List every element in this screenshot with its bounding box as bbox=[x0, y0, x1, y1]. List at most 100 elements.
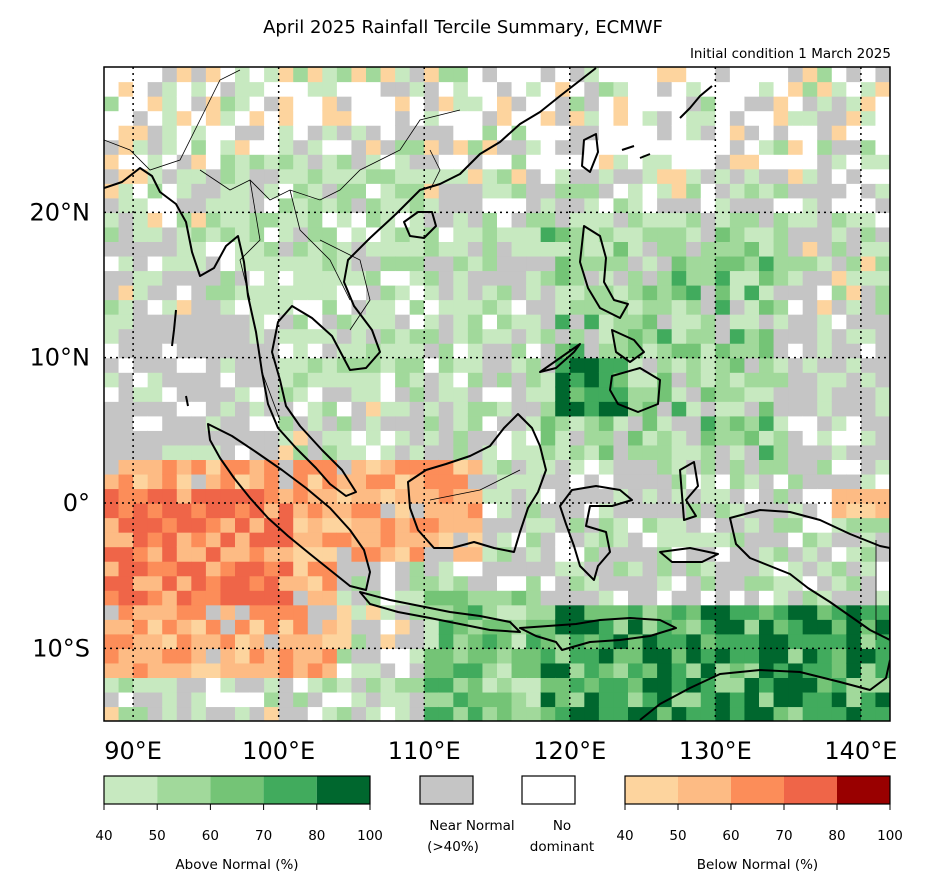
grid-cell bbox=[322, 255, 338, 272]
grid-cell bbox=[788, 270, 804, 286]
grid-cell bbox=[118, 561, 134, 577]
grid-cell bbox=[671, 212, 687, 228]
grid-cell bbox=[788, 604, 804, 620]
grid-cell bbox=[569, 299, 585, 315]
grid-cell bbox=[307, 677, 323, 693]
grid-cell bbox=[453, 604, 469, 620]
grid-cell bbox=[438, 96, 454, 112]
grid-cell bbox=[482, 241, 498, 257]
grid-cell bbox=[366, 110, 382, 126]
grid-cell bbox=[584, 81, 600, 97]
grid-cell bbox=[424, 372, 440, 388]
grid-cell bbox=[729, 604, 746, 620]
grid-cell bbox=[409, 532, 425, 548]
grid-cell bbox=[176, 503, 192, 519]
grid-cell bbox=[700, 590, 716, 606]
grid-cell bbox=[380, 633, 396, 649]
grid-cell bbox=[846, 357, 862, 373]
grid-cell bbox=[613, 81, 629, 97]
grid-cell bbox=[453, 619, 469, 635]
grid-cell bbox=[307, 546, 323, 562]
latitude-tick-label: 10°N bbox=[30, 344, 91, 372]
lesser-sunda-coast bbox=[519, 617, 677, 651]
grid-cell bbox=[104, 270, 120, 286]
grid-cell bbox=[846, 386, 862, 402]
grid-cell bbox=[686, 197, 702, 213]
grid-cell bbox=[831, 197, 847, 213]
grid-cell bbox=[686, 328, 702, 344]
grid-cell bbox=[395, 183, 411, 199]
grid-cell bbox=[351, 81, 367, 97]
grid-cell bbox=[307, 168, 323, 184]
grid-cell bbox=[817, 604, 833, 620]
grid-cell bbox=[540, 546, 556, 562]
grid-cell bbox=[482, 619, 498, 635]
grid-cell bbox=[526, 517, 542, 533]
grid-cell bbox=[729, 183, 746, 199]
grid-cell bbox=[366, 401, 382, 417]
grid-cell bbox=[118, 532, 134, 548]
grid-cell bbox=[613, 226, 629, 242]
grid-cell bbox=[133, 415, 149, 431]
grid-cell bbox=[235, 677, 251, 693]
grid-cell bbox=[104, 241, 120, 257]
grid-cell bbox=[569, 125, 585, 141]
grid-cell bbox=[482, 401, 498, 417]
grid-cell bbox=[264, 430, 280, 446]
grid-cell bbox=[293, 226, 309, 242]
grid-cell bbox=[715, 285, 731, 301]
grid-cell bbox=[773, 633, 789, 649]
grid-cell bbox=[307, 561, 323, 577]
grid-cell bbox=[555, 154, 571, 170]
grid-cell bbox=[264, 125, 280, 141]
grid-cell bbox=[613, 67, 629, 83]
grid-cell bbox=[293, 81, 309, 97]
grid-cell bbox=[409, 357, 425, 373]
grid-cell bbox=[802, 648, 818, 664]
grid-cell bbox=[584, 532, 600, 548]
grid-cell bbox=[307, 517, 323, 533]
grid-cell bbox=[700, 575, 716, 591]
grid-cell bbox=[322, 546, 338, 562]
country-borders bbox=[104, 69, 877, 640]
grid-cell bbox=[205, 546, 222, 562]
grid-cell bbox=[831, 81, 847, 97]
grid-cell bbox=[453, 488, 469, 504]
grid-cell bbox=[235, 517, 251, 533]
grid-cell bbox=[482, 561, 498, 577]
grid-cell bbox=[380, 488, 396, 504]
grid-cell bbox=[307, 226, 323, 242]
grid-cell bbox=[831, 110, 847, 126]
grid-cell bbox=[424, 459, 440, 475]
grid-cell bbox=[409, 662, 425, 678]
grid-cell bbox=[438, 299, 454, 315]
grid-cell bbox=[773, 67, 789, 83]
grid-cell bbox=[322, 343, 338, 359]
grid-cell bbox=[860, 241, 877, 257]
grid-cell bbox=[176, 677, 192, 693]
grid-cell bbox=[162, 633, 178, 649]
grid-cell bbox=[133, 67, 149, 83]
grid-cell bbox=[467, 270, 484, 286]
grid-cell bbox=[467, 633, 484, 649]
grid-cell bbox=[860, 517, 877, 533]
grid-cell bbox=[176, 372, 192, 388]
grid-cell bbox=[191, 503, 207, 519]
grid-cell bbox=[438, 503, 454, 519]
grid-cell bbox=[366, 67, 382, 83]
grid-cell bbox=[467, 343, 484, 359]
grid-cell bbox=[729, 357, 746, 373]
grid-cell bbox=[759, 372, 775, 388]
grid-cell bbox=[700, 270, 716, 286]
grid-cell bbox=[453, 81, 469, 97]
grid-cell bbox=[482, 299, 498, 315]
grid-cell bbox=[118, 154, 134, 170]
grid-cell bbox=[584, 386, 600, 402]
grid-cell bbox=[482, 110, 498, 126]
grid-cell bbox=[336, 401, 353, 417]
grid-cell bbox=[628, 139, 644, 155]
grid-cell bbox=[598, 96, 615, 112]
grid-cell bbox=[875, 444, 890, 460]
grid-cell bbox=[628, 67, 644, 83]
grid-cell bbox=[628, 285, 644, 301]
